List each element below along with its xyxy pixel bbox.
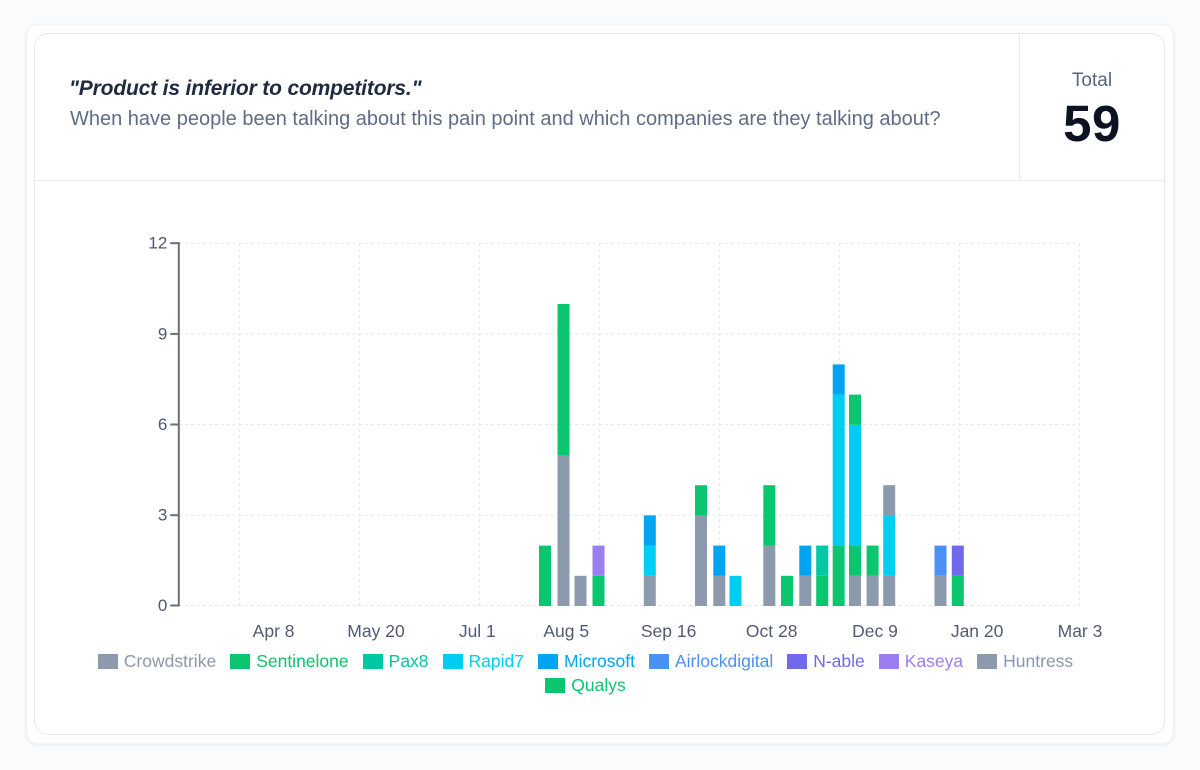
svg-text:Aug 5: Aug 5 [543, 621, 589, 641]
svg-text:Mar 3: Mar 3 [1058, 621, 1103, 641]
svg-text:12: 12 [148, 234, 167, 253]
svg-text:Jan 20: Jan 20 [951, 621, 1004, 641]
svg-text:Sep 16: Sep 16 [641, 621, 696, 641]
svg-text:Dec 9: Dec 9 [852, 621, 898, 641]
svg-text:0: 0 [158, 596, 167, 615]
svg-text:9: 9 [158, 324, 167, 343]
svg-text:Oct 28: Oct 28 [746, 621, 798, 641]
svg-text:May 20: May 20 [347, 621, 405, 641]
svg-text:3: 3 [158, 506, 167, 525]
svg-text:6: 6 [158, 415, 167, 434]
svg-text:Jul 1: Jul 1 [459, 621, 496, 641]
svg-text:Apr 8: Apr 8 [253, 621, 295, 641]
